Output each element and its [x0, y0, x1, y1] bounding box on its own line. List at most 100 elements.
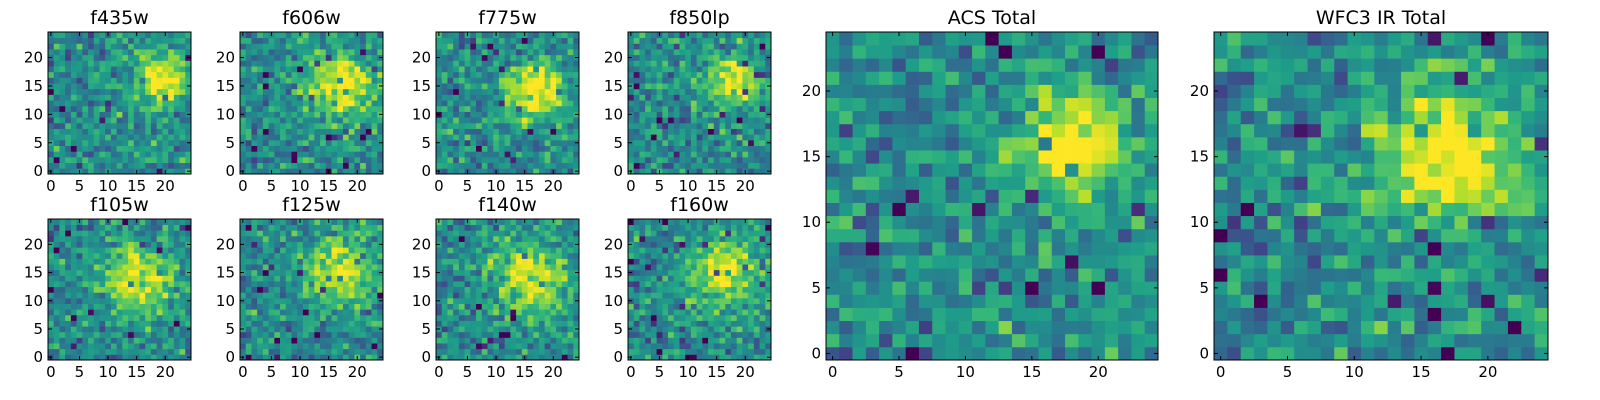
heatmap-cell — [173, 88, 180, 95]
heatmap-cell — [150, 94, 158, 101]
heatmap-cell — [342, 235, 350, 242]
heatmap-cell — [504, 145, 511, 152]
heatmap-cell — [70, 94, 77, 101]
heatmap-cell — [105, 60, 112, 67]
heatmap-cell — [464, 117, 471, 124]
heatmap-cell — [748, 94, 755, 101]
heatmap-cell — [354, 162, 361, 169]
heatmap-cell — [533, 303, 540, 310]
heatmap-cell — [556, 247, 563, 254]
heatmap-cell — [561, 269, 568, 276]
heatmap-cell — [713, 331, 720, 338]
heatmap-cell — [245, 105, 252, 112]
heatmap-cell — [498, 162, 506, 169]
heatmap-cell — [662, 128, 669, 135]
heatmap-cell — [690, 94, 698, 101]
heatmap-cell — [458, 77, 465, 84]
heatmap-cell — [748, 331, 755, 338]
heatmap-cell — [285, 43, 292, 50]
heatmap-cell — [65, 128, 72, 135]
heatmap-cell — [110, 331, 118, 338]
heatmap-cell — [493, 297, 500, 304]
heatmap-cell — [93, 337, 100, 344]
heatmap-cell — [470, 247, 477, 254]
heatmap-cell — [742, 100, 749, 107]
heatmap-cell — [447, 348, 454, 355]
heatmap-cell — [348, 71, 355, 78]
heatmap-cell — [82, 286, 89, 293]
heatmap-cell — [504, 241, 511, 248]
heatmap-cell — [76, 348, 83, 355]
heatmap-cell — [314, 297, 321, 304]
heatmap-cell — [719, 88, 726, 95]
heatmap-cell — [325, 162, 332, 169]
heatmap-cell — [561, 235, 568, 242]
heatmap-cell — [105, 303, 112, 310]
heatmap-cell — [464, 105, 471, 112]
heatmap-cell — [633, 100, 640, 107]
heatmap-cell — [162, 281, 169, 288]
heatmap-cell — [337, 32, 344, 39]
heatmap-cell — [291, 77, 298, 84]
heatmap-cell — [436, 331, 443, 338]
heatmap-cell — [673, 139, 680, 146]
heatmap-cell — [251, 258, 258, 265]
heatmap-cell — [730, 309, 738, 316]
heatmap-cell — [251, 122, 258, 129]
heatmap-cell — [325, 105, 332, 112]
heatmap-cell — [285, 60, 292, 67]
heatmap-cell — [567, 337, 574, 344]
heatmap-cell — [650, 320, 657, 327]
heatmap-cell — [302, 66, 310, 73]
heatmap-cell — [736, 343, 743, 350]
heatmap-cell — [139, 286, 146, 293]
heatmap-cell — [70, 134, 77, 141]
heatmap-cell — [447, 286, 454, 293]
heatmap-cell — [65, 111, 72, 118]
heatmap-cell — [736, 111, 743, 118]
heatmap-cell — [713, 66, 720, 73]
heatmap-cell — [538, 297, 546, 304]
axes-frame — [47, 218, 192, 361]
heatmap-cell — [742, 348, 749, 355]
heatmap-cell — [645, 269, 652, 276]
heatmap-cell — [567, 258, 574, 265]
x-tick-label: 20 — [348, 363, 367, 381]
heatmap-cell — [527, 111, 534, 118]
heatmap-cell — [371, 235, 378, 242]
heatmap-cell — [441, 303, 448, 310]
heatmap-cell — [377, 337, 384, 344]
heatmap-cell — [453, 337, 460, 344]
heatmap-cell — [470, 32, 477, 39]
heatmap-cell — [656, 151, 663, 158]
heatmap-cell — [685, 83, 692, 90]
heatmap-cell — [110, 32, 118, 39]
heatmap-cell — [99, 348, 106, 355]
heatmap-cell — [633, 145, 640, 152]
heatmap-cell — [656, 297, 663, 304]
heatmap-cell — [116, 269, 123, 276]
heatmap-cell — [179, 297, 186, 304]
heatmap-cell — [573, 134, 580, 141]
heatmap-cell — [251, 49, 258, 56]
heatmap-cell — [730, 94, 738, 101]
heatmap-cell — [567, 269, 574, 276]
heatmap-cell — [436, 337, 443, 344]
heatmap-cell — [185, 348, 192, 355]
heatmap-cell — [308, 66, 315, 73]
heatmap-cell — [280, 303, 287, 310]
heatmap-cell — [708, 314, 715, 321]
heatmap-cell — [690, 281, 698, 288]
heatmap-cell — [487, 343, 494, 350]
heatmap-cell — [639, 60, 646, 67]
heatmap-cell — [331, 66, 338, 73]
heatmap-cell — [365, 343, 372, 350]
x-tick-label: 5 — [75, 177, 85, 195]
heatmap-cell — [567, 309, 574, 316]
heatmap-cell — [533, 105, 540, 112]
heatmap-cell — [685, 303, 692, 310]
heatmap-cell — [662, 297, 669, 304]
heatmap-cell — [88, 94, 95, 101]
heatmap-cell — [719, 128, 726, 135]
heatmap-cell — [110, 134, 118, 141]
